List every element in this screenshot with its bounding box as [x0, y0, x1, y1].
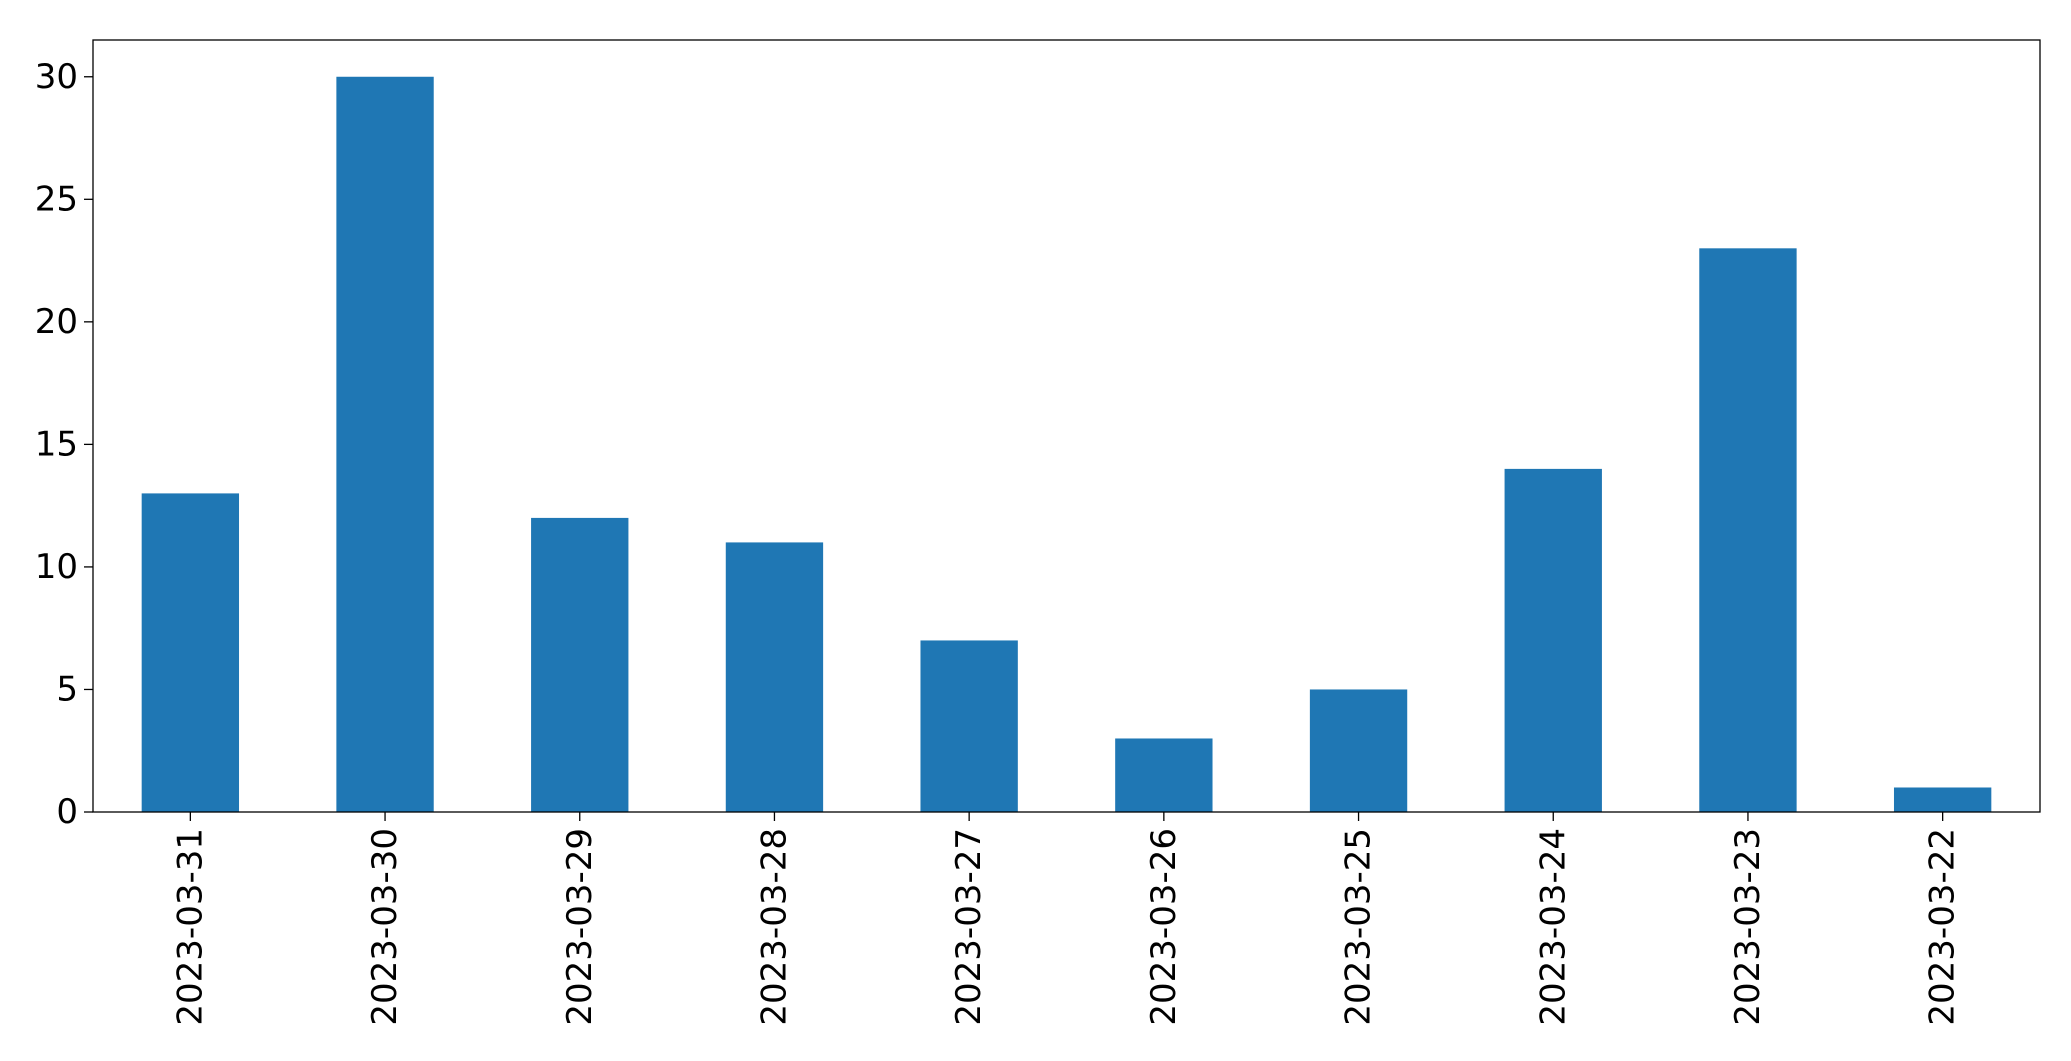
bar-2023-03-26 [1115, 738, 1213, 812]
y-axis: 0 5 10 15 20 25 30 [35, 57, 93, 832]
x-tick-label: 2023-03-23 [1728, 828, 1768, 1026]
y-tick-label: 10 [35, 547, 78, 587]
bars-layer [141, 76, 1992, 813]
x-tick-label: 2023-03-26 [1144, 828, 1184, 1026]
y-tick-label: 0 [56, 792, 78, 832]
x-tick-label: 2023-03-30 [365, 828, 405, 1026]
x-tick-label: 2023-03-22 [1923, 828, 1963, 1026]
bar-2023-03-27 [920, 640, 1018, 812]
bar-2023-03-29 [531, 517, 629, 812]
bar-2023-03-28 [725, 542, 824, 812]
bar-2023-03-31 [141, 493, 240, 812]
bar-2023-03-24 [1504, 468, 1602, 812]
bar-2023-03-23 [1699, 248, 1797, 813]
y-tick-label: 25 [35, 179, 78, 219]
x-tick-label: 2023-03-29 [560, 828, 600, 1026]
bar-2023-03-30 [336, 76, 434, 812]
bar-2023-03-22 [1893, 787, 1992, 812]
x-tick-label: 2023-03-24 [1533, 828, 1573, 1026]
x-tick-label: 2023-03-27 [949, 828, 989, 1026]
x-tick-label: 2023-03-25 [1339, 828, 1379, 1026]
y-tick-label: 5 [56, 669, 78, 709]
x-axis: 2023-03-31 2023-03-30 2023-03-29 2023-03-28… [170, 812, 1963, 1026]
y-tick-label: 15 [35, 424, 78, 464]
y-tick-label: 30 [35, 57, 78, 97]
bar-2023-03-25 [1309, 689, 1408, 812]
plot-frame [92, 39, 2041, 813]
x-tick-label: 2023-03-28 [754, 828, 794, 1026]
y-tick-label: 20 [35, 302, 78, 342]
x-tick-label: 2023-03-31 [170, 828, 210, 1026]
